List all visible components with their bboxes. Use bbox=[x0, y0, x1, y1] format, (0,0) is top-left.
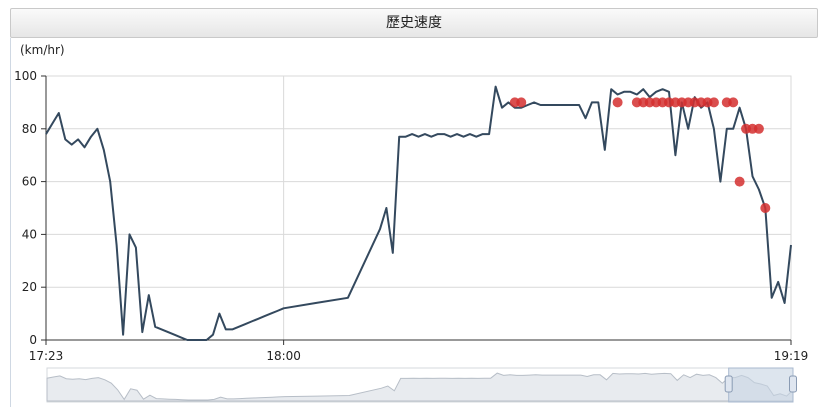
speed-alert-marker bbox=[728, 97, 739, 108]
panel-left-border bbox=[10, 38, 11, 407]
chart-title-bar: 歷史速度 bbox=[10, 8, 818, 38]
x-tick-label: 19:19 bbox=[774, 349, 809, 363]
speed-alert-marker bbox=[753, 123, 764, 134]
navigator-overview-area bbox=[46, 372, 794, 402]
speed-alert-marker bbox=[612, 97, 623, 108]
speed-alert-marker bbox=[760, 203, 771, 213]
axis-layer: 0 20 40 60 80 100 17:23 18:00 19:19 bbox=[14, 69, 808, 363]
y-tick-label: 40 bbox=[22, 227, 37, 241]
x-tick-label: 17:23 bbox=[29, 349, 64, 363]
speed-series-line bbox=[45, 85, 792, 341]
y-tick-label: 20 bbox=[22, 280, 37, 294]
speed-alert-marker bbox=[734, 176, 745, 187]
navigator-left-handle[interactable] bbox=[724, 375, 733, 393]
y-axis-unit-label: (km/hr) bbox=[20, 43, 65, 57]
speed-alert-marker bbox=[708, 97, 719, 108]
series-layer bbox=[45, 85, 792, 341]
marker-layer bbox=[509, 97, 771, 213]
x-tick-label: 18:00 bbox=[266, 349, 301, 363]
y-tick-label: 60 bbox=[22, 175, 37, 189]
navigator-right-handle[interactable] bbox=[789, 375, 797, 393]
y-tick-label: 0 bbox=[29, 333, 37, 347]
grid-layer bbox=[45, 75, 792, 341]
time-range-navigator[interactable] bbox=[46, 367, 797, 403]
y-tick-label: 80 bbox=[22, 122, 37, 136]
chart-title: 歷史速度 bbox=[386, 15, 442, 31]
navigator-selection-window[interactable] bbox=[728, 367, 794, 403]
speed-alert-marker bbox=[516, 97, 527, 108]
y-tick-label: 100 bbox=[14, 69, 37, 83]
